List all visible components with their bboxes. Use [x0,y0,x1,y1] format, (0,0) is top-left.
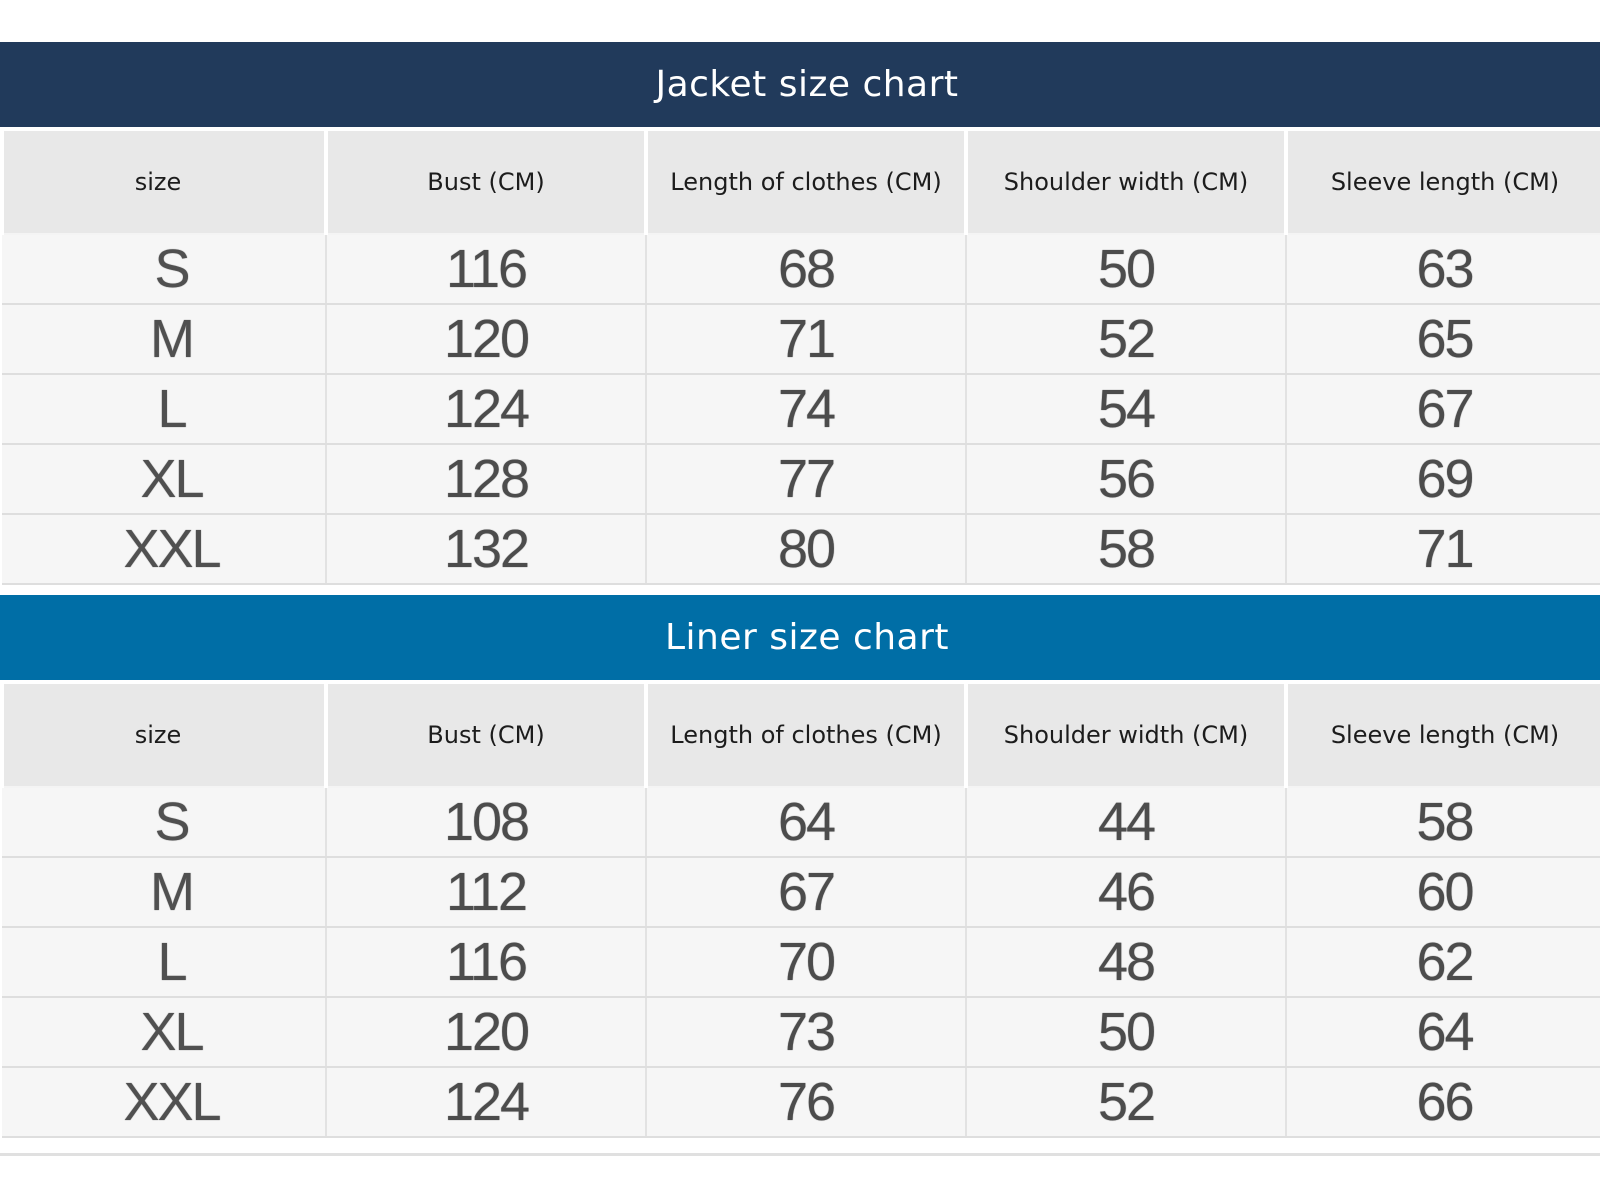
column-header-shoulder: Shoulder width (CM) [964,131,1286,235]
sleeve-cell: 63 [1285,234,1600,305]
jacket-size-table: size Bust (CM) Length of clothes (CM) Sh… [0,131,1600,585]
size-cell: L [2,374,326,445]
size-cell: XL [2,997,326,1068]
size-cell: XXL [2,514,326,585]
sleeve-cell: 69 [1285,444,1600,515]
table-row: L 124 74 54 67 [2,374,1600,445]
sleeve-cell: 67 [1285,374,1600,445]
table-row: M 112 67 46 60 [2,857,1600,928]
column-header-length: Length of clothes (CM) [644,131,966,235]
size-cell: L [2,927,326,998]
shoulder-cell: 52 [965,1067,1286,1138]
shoulder-cell: 52 [965,304,1286,375]
sleeve-cell: 58 [1285,787,1600,858]
shoulder-cell: 44 [965,787,1286,858]
shoulder-cell: 54 [965,374,1286,445]
shoulder-cell: 50 [965,234,1286,305]
table-row: XL 128 77 56 69 [2,444,1600,515]
table-row: S 116 68 50 63 [2,234,1600,305]
length-cell: 64 [645,787,966,858]
length-cell: 70 [645,927,966,998]
length-cell: 76 [645,1067,966,1138]
table-row: M 120 71 52 65 [2,304,1600,375]
bust-cell: 124 [325,1067,646,1138]
bust-cell: 116 [325,234,646,305]
column-header-size: size [0,684,326,788]
bust-cell: 124 [325,374,646,445]
length-cell: 77 [645,444,966,515]
liner-size-table: size Bust (CM) Length of clothes (CM) Sh… [0,684,1600,1138]
liner-size-chart: Liner size chart size Bust (CM) Length o… [0,595,1600,1138]
bust-cell: 128 [325,444,646,515]
shoulder-cell: 46 [965,857,1286,928]
bust-cell: 120 [325,304,646,375]
table-header-row: size Bust (CM) Length of clothes (CM) Sh… [0,684,1600,788]
length-cell: 67 [645,857,966,928]
column-header-shoulder: Shoulder width (CM) [964,684,1286,788]
size-cell: XXL [2,1067,326,1138]
shoulder-cell: 48 [965,927,1286,998]
table-row: XL 120 73 50 64 [2,997,1600,1068]
column-header-bust: Bust (CM) [324,131,646,235]
bust-cell: 112 [325,857,646,928]
size-cell: S [2,787,326,858]
size-cell: S [2,234,326,305]
sleeve-cell: 64 [1285,997,1600,1068]
table-row: XXL 132 80 58 71 [2,514,1600,585]
table-header-row: size Bust (CM) Length of clothes (CM) Sh… [0,131,1600,235]
column-header-sleeve: Sleeve length (CM) [1284,131,1600,235]
length-cell: 74 [645,374,966,445]
bust-cell: 120 [325,997,646,1068]
length-cell: 71 [645,304,966,375]
shoulder-cell: 50 [965,997,1286,1068]
length-cell: 73 [645,997,966,1068]
table-row: S 108 64 44 58 [2,787,1600,858]
divider [0,680,1600,684]
size-cell: M [2,857,326,928]
shoulder-cell: 56 [965,444,1286,515]
divider [0,127,1600,131]
column-header-length: Length of clothes (CM) [644,684,966,788]
shoulder-cell: 58 [965,514,1286,585]
jacket-chart-title: Jacket size chart [0,42,1600,127]
jacket-size-chart: Jacket size chart size Bust (CM) Length … [0,42,1600,585]
sleeve-cell: 66 [1285,1067,1600,1138]
liner-chart-title: Liner size chart [0,595,1600,680]
bust-cell: 132 [325,514,646,585]
column-header-bust: Bust (CM) [324,684,646,788]
sleeve-cell: 71 [1285,514,1600,585]
column-header-sleeve: Sleeve length (CM) [1284,684,1600,788]
sleeve-cell: 60 [1285,857,1600,928]
table-row: XXL 124 76 52 66 [2,1067,1600,1138]
bust-cell: 108 [325,787,646,858]
length-cell: 68 [645,234,966,305]
sleeve-cell: 65 [1285,304,1600,375]
table-row: L 116 70 48 62 [2,927,1600,998]
column-header-size: size [0,131,326,235]
divider [0,1153,1600,1156]
size-cell: XL [2,444,326,515]
size-cell: M [2,304,326,375]
length-cell: 80 [645,514,966,585]
bust-cell: 116 [325,927,646,998]
sleeve-cell: 62 [1285,927,1600,998]
